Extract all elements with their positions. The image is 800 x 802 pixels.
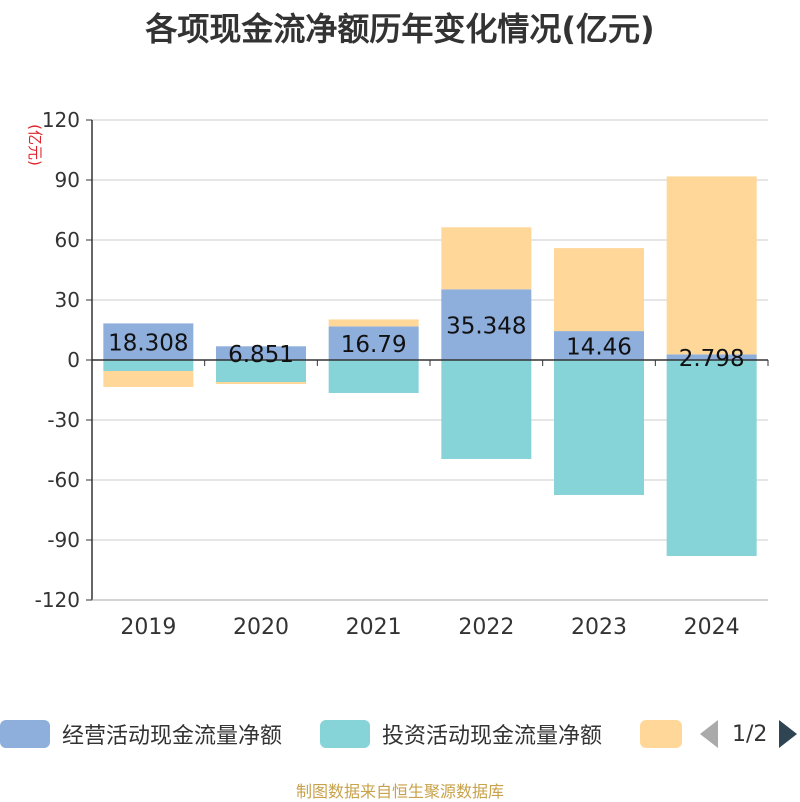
x-tick-label: 2019 <box>120 615 176 640</box>
legend-swatch-third-series <box>640 720 682 748</box>
data-labels: 18.308 6.851 16.79 35.348 14.46 2.798 <box>108 314 745 373</box>
bar-series1-2023[interactable] <box>554 360 644 495</box>
bar-series0-2019[interactable] <box>103 323 194 360</box>
bars <box>103 176 757 556</box>
bar-series0-2020[interactable] <box>216 346 306 360</box>
x-tick-label: 2023 <box>571 615 627 640</box>
y-tick-label: 30 <box>55 288 80 312</box>
pager-next-icon[interactable] <box>779 720 798 748</box>
bar-series0-2021[interactable] <box>328 326 419 360</box>
bar-series1-2021[interactable] <box>328 360 419 393</box>
bar-series0-2022[interactable] <box>441 289 532 360</box>
bar-series2-2022[interactable] <box>441 227 532 290</box>
legend-label-investing: 投资活动现金流量净额 <box>382 724 603 749</box>
y-tick-label: 0 <box>67 348 80 372</box>
x-tick-label: 2021 <box>346 615 402 640</box>
y-tick-label: 90 <box>55 168 80 192</box>
bar-series1-2019[interactable] <box>103 360 194 371</box>
legend-page-indicator: 1/2 <box>732 721 768 747</box>
bar-series2-2020[interactable] <box>216 382 306 384</box>
bar-series2-2024[interactable] <box>666 176 757 355</box>
data-label-2021: 16.79 <box>341 332 407 358</box>
data-label-2024: 2.798 <box>679 346 745 372</box>
bar-series2-2023[interactable] <box>554 248 644 332</box>
bar-series0-2023[interactable] <box>554 331 644 360</box>
legend-swatch-investing <box>320 720 370 748</box>
bar-series1-2022[interactable] <box>441 360 532 459</box>
y-tick-label: -120 <box>35 588 80 612</box>
y-tick-label: -30 <box>47 408 80 432</box>
y-tick-label: 60 <box>55 228 80 252</box>
legend-swatch-operating <box>0 720 50 748</box>
y-axis-title: (亿元) <box>26 124 44 166</box>
axes: 120 90 60 30 0 -30 -60 -90 -120 2019 2020 2021 2022 2… <box>35 108 769 640</box>
legend-pager: 1/2 <box>700 718 798 750</box>
bar-series2-2021[interactable] <box>328 319 419 327</box>
legend-item-third-series[interactable] <box>640 718 694 750</box>
bar-series1-2020[interactable] <box>216 360 306 382</box>
bar-series2-2019[interactable] <box>103 371 194 387</box>
legend: 经营活动现金流量净额 投资活动现金流量净额 1/2 <box>0 714 800 754</box>
x-tick-label: 2020 <box>233 615 289 640</box>
legend-label-operating: 经营活动现金流量净额 <box>62 724 283 749</box>
y-tick-label: -90 <box>47 528 80 552</box>
x-tick-label: 2022 <box>458 615 514 640</box>
bar-series1-2024[interactable] <box>666 360 757 556</box>
pager-prev-icon[interactable] <box>700 720 718 748</box>
chart-title: 各项现金流净额历年变化情况(亿元) <box>145 10 655 48</box>
legend-item-investing[interactable]: 投资活动现金流量净额 <box>320 718 602 750</box>
data-label-2020: 6.851 <box>228 342 294 368</box>
data-label-2022: 35.348 <box>446 314 526 340</box>
y-tick-label: -60 <box>47 468 80 492</box>
y-tick-label: 120 <box>42 108 80 132</box>
bar-series0-2024[interactable] <box>666 354 757 360</box>
data-label-2019: 18.308 <box>108 331 188 357</box>
source-note: 制图数据来自恒生聚源数据库 <box>295 782 504 801</box>
legend-item-operating[interactable]: 经营活动现金流量净额 <box>0 718 282 750</box>
data-label-2023: 14.46 <box>566 335 632 361</box>
x-tick-label: 2024 <box>684 615 740 640</box>
